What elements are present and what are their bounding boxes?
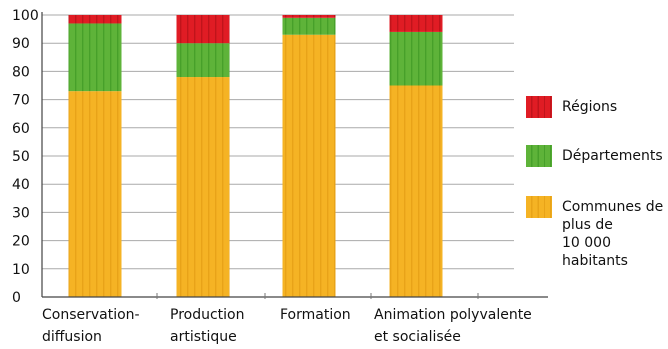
- y-tick-label: 70: [12, 93, 30, 109]
- bar-segment: [68, 91, 122, 297]
- bar-segment: [176, 77, 230, 297]
- legend-label-line: Régions: [562, 99, 618, 115]
- y-tick-label: 60: [12, 121, 30, 137]
- x-category-label-line: Formation: [280, 307, 351, 323]
- y-axis-ticks: 0 10 20 30 40 50 60 70 80 90 100: [12, 8, 39, 306]
- y-tick-label: 30: [12, 205, 30, 221]
- bar-stacks: [68, 15, 443, 298]
- y-tick-label: 80: [12, 64, 30, 80]
- legend-label: Départements: [562, 147, 663, 165]
- y-tick-label: 90: [12, 36, 30, 52]
- legend-swatch: [526, 96, 552, 118]
- legend-label: Communes de plus de 10 000 habitants: [562, 198, 668, 270]
- x-category-label-line: artistique: [170, 329, 237, 345]
- bar-segment: [389, 15, 443, 32]
- legend-label-line: Départements: [562, 148, 663, 164]
- x-category-label-line: diffusion: [42, 329, 102, 345]
- bar-segment: [68, 15, 122, 24]
- legend-swatch: [526, 145, 552, 167]
- bar-segment: [389, 85, 443, 297]
- x-category-label: Formation: [280, 304, 351, 326]
- axes: [41, 12, 548, 299]
- x-category-label-line: Production: [170, 307, 245, 323]
- x-category-label-line: et socialisée: [374, 329, 461, 345]
- legend-label: Régions: [562, 98, 617, 116]
- y-tick-label: 40: [12, 177, 30, 193]
- x-category-label: Animation polyvalente et socialisée: [374, 304, 532, 348]
- y-tick-label: 100: [12, 8, 39, 24]
- bar-segment: [176, 15, 230, 44]
- x-category-label-line: Conservation-: [42, 307, 140, 323]
- x-category-label: Production artistique: [170, 304, 244, 348]
- y-tick-label: 10: [12, 262, 30, 278]
- x-category-label: Conservation-diffusion: [42, 304, 140, 348]
- y-tick-label: 50: [12, 149, 30, 165]
- bar-segment: [282, 15, 336, 18]
- legend-swatch: [526, 196, 552, 218]
- bar-segment: [176, 43, 230, 78]
- y-tick-label: 0: [12, 290, 21, 306]
- legend-label-line: Communes de: [562, 199, 664, 215]
- legend-label-line: plus de: [562, 217, 613, 233]
- y-tick-label: 20: [12, 234, 30, 250]
- bar-segment: [282, 17, 336, 35]
- bar-segment: [282, 34, 336, 298]
- legend-label-line: 10 000: [562, 235, 611, 251]
- legend-label-line: habitants: [562, 253, 628, 269]
- bar-segment: [389, 31, 443, 86]
- x-category-label-line: Animation polyvalente: [374, 307, 532, 323]
- bar-segment: [68, 23, 122, 92]
